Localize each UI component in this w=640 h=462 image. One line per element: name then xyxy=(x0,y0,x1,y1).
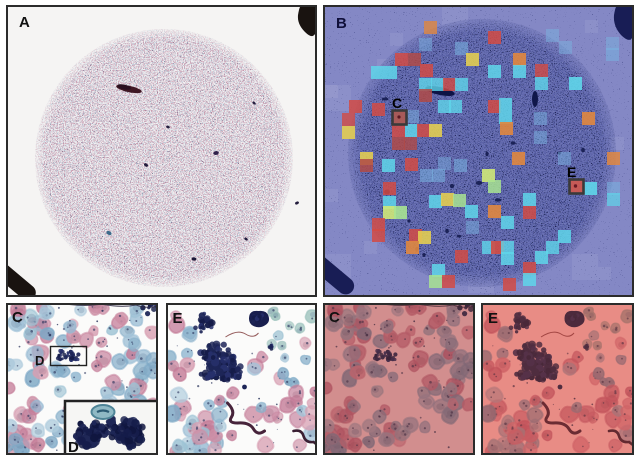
svg-text:C: C xyxy=(329,309,340,326)
svg-text:E: E xyxy=(173,310,183,327)
svg-text:E: E xyxy=(488,310,498,327)
svg-text:D: D xyxy=(35,353,44,368)
svg-text:C: C xyxy=(392,95,402,111)
svg-text:C: C xyxy=(12,309,23,326)
svg-text:D: D xyxy=(68,439,79,453)
svg-text:E: E xyxy=(567,164,576,180)
svg-text:B: B xyxy=(336,15,347,32)
svg-text:A: A xyxy=(19,14,30,31)
